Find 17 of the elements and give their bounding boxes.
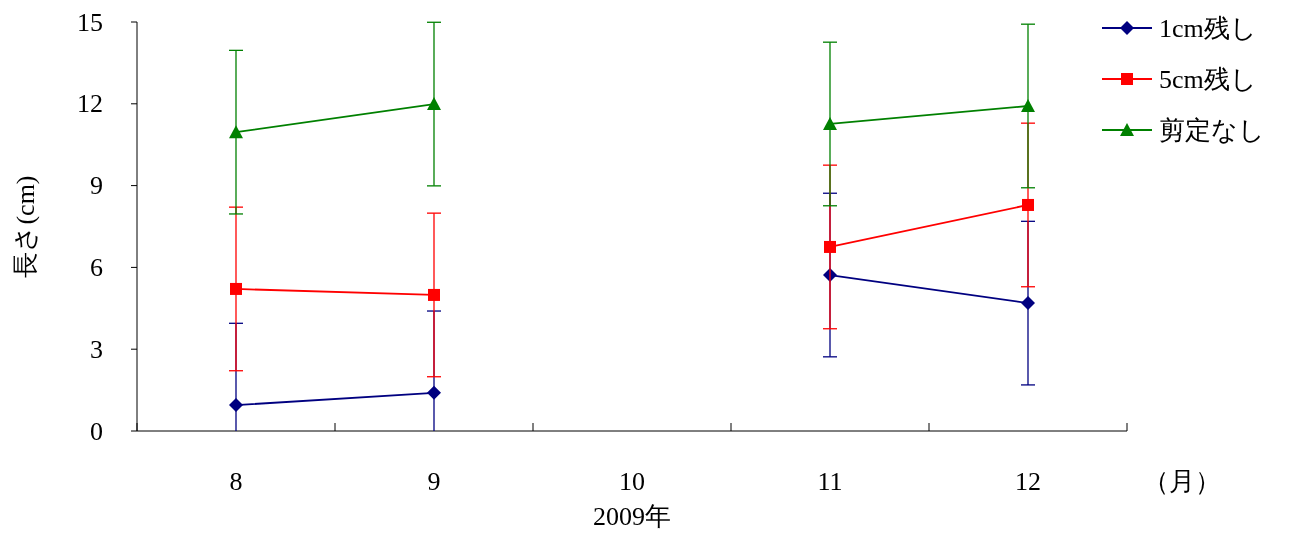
x-tick-label: 8: [229, 467, 243, 496]
x-axis-title: 2009年: [593, 502, 671, 531]
y-tick-label: 12: [77, 89, 103, 119]
legend-label: 1cm残し: [1159, 13, 1257, 43]
x-tick-label: 11: [817, 467, 843, 496]
y-tick-label: 3: [90, 334, 103, 364]
legend-label: 剪定なし: [1159, 115, 1265, 145]
legend-label: 5cm残し: [1159, 64, 1257, 94]
y-tick-label: 0: [90, 416, 103, 446]
y-tick-label: 6: [90, 252, 103, 282]
text: （月）: [1143, 467, 1221, 496]
x-tick-label: 9: [427, 467, 441, 496]
x-tick-label: 12: [1015, 467, 1041, 496]
y-axis-title: 長さ(cm): [11, 175, 40, 278]
y-tick-label: 15: [77, 7, 103, 37]
y-tick-label: 9: [90, 171, 103, 201]
x-tick-label: 10: [619, 467, 645, 496]
